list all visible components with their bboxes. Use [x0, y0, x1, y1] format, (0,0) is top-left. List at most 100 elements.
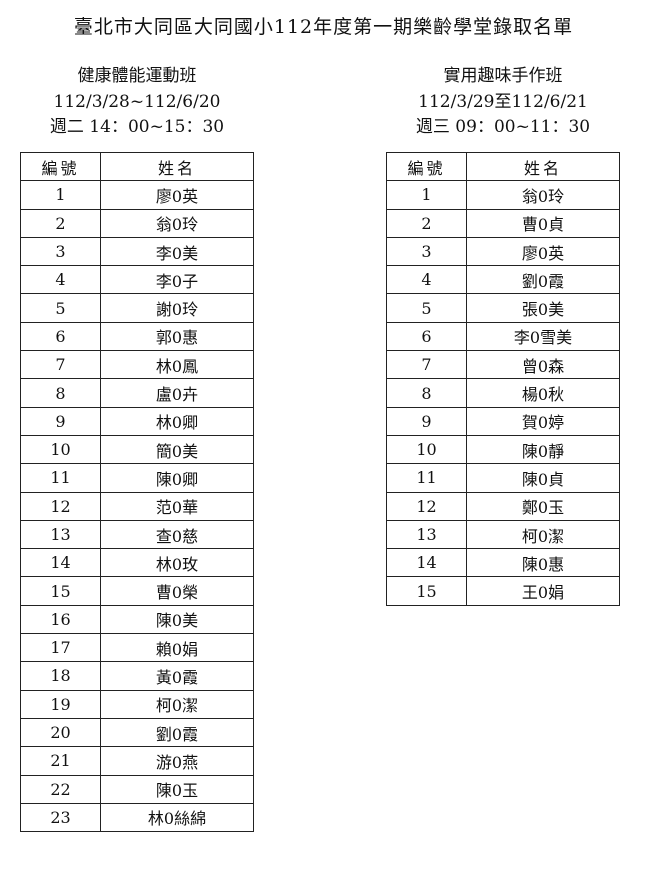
- row-number: 20: [20, 717, 101, 748]
- class-dates: 112/3/29至112/6/21: [418, 91, 588, 112]
- student-name: 陳0玉: [100, 774, 254, 804]
- student-name: 謝0玲: [100, 293, 254, 323]
- table-row: 23 林0絲綿: [20, 802, 254, 833]
- row-number: 10: [20, 434, 101, 465]
- student-name: 陳0美: [100, 604, 254, 635]
- class-time: 週三 09：00~11：30: [415, 117, 591, 137]
- table-row: 18 黃0霞: [20, 661, 254, 691]
- row-number: 7: [20, 350, 101, 380]
- row-number: 7: [386, 350, 467, 380]
- row-number: 4: [386, 265, 467, 295]
- table-row: 12 范0華: [20, 491, 254, 521]
- table-row: 20 劉0霞: [20, 717, 254, 748]
- student-name: 王0娟: [466, 576, 620, 606]
- table-row: 12 鄭0玉: [386, 491, 620, 521]
- table-row: 15 王0娟: [386, 576, 620, 606]
- student-name: 廖0英: [466, 236, 620, 267]
- row-number: 12: [20, 491, 101, 521]
- student-name: 黃0霞: [100, 661, 254, 691]
- row-number: 6: [20, 321, 101, 352]
- row-number: 23: [20, 802, 101, 833]
- row-number: 6: [386, 321, 467, 352]
- table-row: 14 陳0惠: [386, 548, 620, 578]
- row-number: 2: [20, 208, 101, 238]
- student-name: 游0燕: [100, 746, 254, 776]
- row-number: 5: [20, 293, 101, 323]
- table-row: 17 賴0娟: [20, 633, 254, 663]
- student-name: 陳0貞: [466, 463, 620, 493]
- student-name: 范0華: [100, 491, 254, 521]
- row-number: 1: [386, 180, 467, 210]
- table-row: 6 李0雪美: [386, 321, 620, 352]
- table-row: 2 曹0貞: [386, 208, 620, 238]
- class-time: 週二 14：00~15：30: [49, 117, 225, 137]
- student-name: 楊0秋: [466, 378, 620, 408]
- student-name: 廖0英: [100, 180, 254, 210]
- row-number: 9: [20, 406, 101, 436]
- table-row: 7 林0鳳: [20, 350, 254, 380]
- row-number: 3: [386, 236, 467, 267]
- student-name: 李0美: [100, 236, 254, 267]
- table-row: 14 林0玫: [20, 548, 254, 578]
- table-row: 3 李0美: [20, 236, 254, 267]
- table-row: 9 林0卿: [20, 406, 254, 436]
- table-row: 3 廖0英: [386, 236, 620, 267]
- table-row: 10 陳0靜: [386, 434, 620, 465]
- row-number: 15: [386, 576, 467, 606]
- row-number: 11: [20, 463, 101, 493]
- student-name: 曾0森: [466, 350, 620, 380]
- table-row: 9 賀0婷: [386, 406, 620, 436]
- student-name: 李0雪美: [466, 321, 620, 352]
- row-number: 22: [20, 774, 101, 804]
- row-number: 15: [20, 576, 101, 606]
- student-name: 翁0玲: [466, 180, 620, 210]
- table-row: 19 柯0潔: [20, 689, 254, 719]
- row-number: 19: [20, 689, 101, 719]
- student-name: 林0絲綿: [100, 802, 254, 833]
- student-name: 林0玫: [100, 548, 254, 578]
- table-row: 7 曾0森: [386, 350, 620, 380]
- class-name: 實用趣味手作班: [443, 66, 563, 86]
- row-number: 18: [20, 661, 101, 691]
- row-number: 1: [20, 180, 101, 210]
- row-number: 14: [386, 548, 467, 578]
- row-number: 10: [386, 434, 467, 465]
- student-name: 簡0美: [100, 434, 254, 465]
- table-row: 1 翁0玲: [386, 180, 620, 210]
- table-row: 22 陳0玉: [20, 774, 254, 804]
- student-name: 柯0潔: [100, 689, 254, 719]
- student-name: 李0子: [100, 265, 254, 295]
- table-row: 8 楊0秋: [386, 378, 620, 408]
- header-name: 姓名: [466, 151, 620, 182]
- table-row: 16 陳0美: [20, 604, 254, 635]
- row-number: 17: [20, 633, 101, 663]
- table-row: 8 盧0卉: [20, 378, 254, 408]
- row-number: 2: [386, 208, 467, 238]
- table-row: 11 陳0貞: [386, 463, 620, 493]
- table-row: 5 張0美: [386, 293, 620, 323]
- header-name: 姓名: [100, 151, 254, 182]
- student-name: 陳0靜: [466, 434, 620, 465]
- row-number: 5: [386, 293, 467, 323]
- table-row: 1 廖0英: [20, 180, 254, 210]
- student-name: 林0卿: [100, 406, 254, 436]
- table-row: 15 曹0榮: [20, 576, 254, 606]
- row-number: 12: [386, 491, 467, 521]
- row-number: 16: [20, 604, 101, 635]
- student-name: 陳0卿: [100, 463, 254, 493]
- student-name: 郭0惠: [100, 321, 254, 352]
- student-name: 賀0婷: [466, 406, 620, 436]
- table-row: 5 謝0玲: [20, 293, 254, 323]
- table-row: 10 簡0美: [20, 434, 254, 465]
- table-header: 編號 姓名: [20, 151, 254, 182]
- row-number: 13: [20, 519, 101, 550]
- student-name: 柯0潔: [466, 519, 620, 550]
- table-row: 11 陳0卿: [20, 463, 254, 493]
- table-row: 4 劉0霞: [386, 265, 620, 295]
- student-name: 鄭0玉: [466, 491, 620, 521]
- student-name: 盧0卉: [100, 378, 254, 408]
- table-row: 13 柯0潔: [386, 519, 620, 550]
- student-name: 翁0玲: [100, 208, 254, 238]
- roster-table-health: 編號 姓名 1 廖0英 2 翁0玲 3 李0美 4 李0子 5 謝0玲 6 郭0惠 7 林0鳳 8 盧0卉 9 林…: [20, 151, 254, 833]
- student-name: 查0慈: [100, 519, 254, 550]
